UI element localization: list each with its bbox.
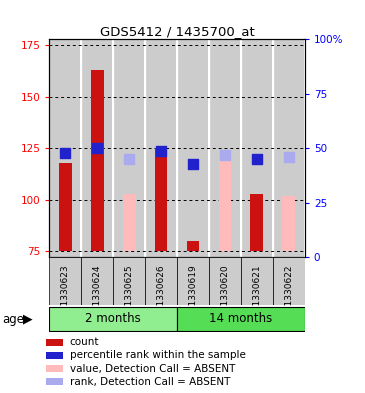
Bar — [123, 194, 135, 251]
Bar — [46, 378, 64, 386]
Point — [222, 152, 228, 158]
Point — [126, 156, 132, 162]
Bar — [274, 39, 304, 257]
Bar — [46, 352, 64, 359]
Text: 14 months: 14 months — [209, 312, 273, 325]
Bar — [59, 163, 72, 251]
Bar — [91, 70, 104, 251]
Bar — [177, 307, 305, 331]
Point — [254, 156, 260, 162]
Bar — [146, 39, 176, 257]
Text: value, Detection Call = ABSENT: value, Detection Call = ABSENT — [70, 364, 235, 374]
Bar — [82, 39, 112, 257]
Text: GSM1330622: GSM1330622 — [284, 264, 293, 325]
Text: rank, Detection Call = ABSENT: rank, Detection Call = ABSENT — [70, 377, 230, 387]
Text: count: count — [70, 337, 99, 347]
Text: age: age — [2, 312, 24, 326]
Text: GSM1330619: GSM1330619 — [188, 264, 197, 325]
Text: GSM1330626: GSM1330626 — [157, 264, 166, 325]
Text: GSM1330623: GSM1330623 — [61, 264, 70, 325]
Text: ▶: ▶ — [23, 312, 32, 326]
Bar — [219, 159, 231, 251]
Bar — [81, 257, 113, 305]
Point — [94, 145, 100, 152]
Text: GSM1330621: GSM1330621 — [252, 264, 261, 325]
Bar — [241, 257, 273, 305]
Bar — [187, 241, 199, 251]
Bar — [283, 196, 295, 251]
Bar — [177, 257, 209, 305]
Point — [190, 160, 196, 167]
Bar — [273, 257, 305, 305]
Bar — [50, 39, 80, 257]
Bar — [242, 39, 272, 257]
Point — [158, 147, 164, 154]
Bar — [209, 257, 241, 305]
Bar — [250, 194, 263, 251]
Text: GSM1330625: GSM1330625 — [124, 264, 134, 325]
Point — [62, 150, 68, 156]
Bar — [113, 257, 145, 305]
Bar — [49, 257, 81, 305]
Title: GDS5412 / 1435700_at: GDS5412 / 1435700_at — [100, 25, 254, 38]
Text: percentile rank within the sample: percentile rank within the sample — [70, 351, 246, 360]
Bar — [114, 39, 144, 257]
Text: 2 months: 2 months — [85, 312, 141, 325]
Bar — [49, 307, 177, 331]
Bar — [178, 39, 208, 257]
Point — [286, 154, 292, 160]
Bar — [145, 257, 177, 305]
Text: GSM1330620: GSM1330620 — [220, 264, 230, 325]
Text: GSM1330624: GSM1330624 — [93, 264, 102, 325]
Bar — [46, 365, 64, 372]
Bar — [46, 339, 64, 345]
Bar — [210, 39, 240, 257]
Bar — [155, 149, 168, 251]
